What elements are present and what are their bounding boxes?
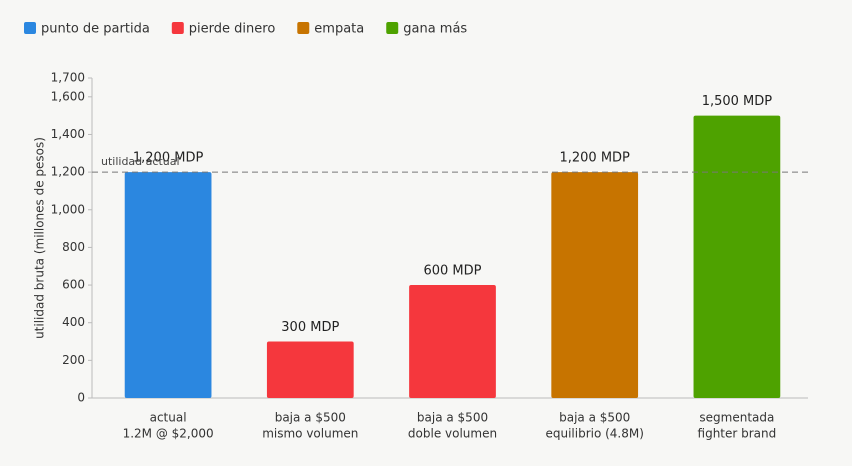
y-tick-label: 800 — [62, 240, 85, 254]
x-tick-label: fighter brand — [698, 427, 777, 441]
value-label: 300 MDP — [281, 320, 339, 335]
legend-label: gana más — [403, 22, 467, 37]
legend-swatch — [386, 22, 399, 34]
value-label: 1,200 MDP — [133, 151, 204, 166]
x-tick-label: baja a $500 — [559, 411, 630, 425]
x-tick-label: segmentada — [699, 411, 774, 425]
x-tick-label: doble volumen — [408, 427, 497, 441]
x-tick-label: mismo volumen — [262, 427, 358, 441]
value-label: 1,200 MDP — [559, 151, 630, 166]
x-tick-label: 1.2M @ $2,000 — [123, 427, 214, 441]
reference-label: utilidad actual — [101, 155, 180, 168]
x-tick-label: equilibrio (4.8M) — [545, 427, 643, 441]
value-label: 1,500 MDP — [702, 94, 773, 109]
legend-label: pierde dinero — [189, 22, 276, 37]
y-axis-title: utilidad bruta (millones de pesos) — [33, 137, 47, 339]
bar — [693, 115, 781, 398]
legend-swatch — [24, 22, 36, 34]
bar — [409, 285, 496, 398]
bar — [124, 172, 212, 398]
y-tick-label: 1,000 — [51, 202, 85, 216]
x-tick-label: baja a $500 — [275, 411, 346, 425]
y-tick-label: 600 — [62, 278, 85, 292]
value-label: 600 MDP — [423, 264, 481, 279]
y-tick-label: 1,600 — [51, 89, 85, 103]
y-tick-label: 200 — [62, 353, 85, 367]
y-tick-label: 0 — [77, 391, 85, 405]
legend-swatch — [171, 22, 184, 34]
y-tick-label: 1,700 — [51, 71, 85, 85]
legend-label: empata — [314, 22, 364, 37]
x-tick-label: baja a $500 — [417, 411, 488, 425]
legend-label: punto de partida — [41, 22, 150, 37]
bar — [551, 172, 639, 398]
bar — [266, 341, 354, 398]
y-tick-label: 400 — [62, 315, 85, 329]
y-tick-label: 1,400 — [51, 127, 85, 141]
x-tick-label: actual — [150, 411, 187, 425]
legend-swatch — [297, 22, 310, 34]
y-tick-label: 1,200 — [51, 165, 85, 179]
